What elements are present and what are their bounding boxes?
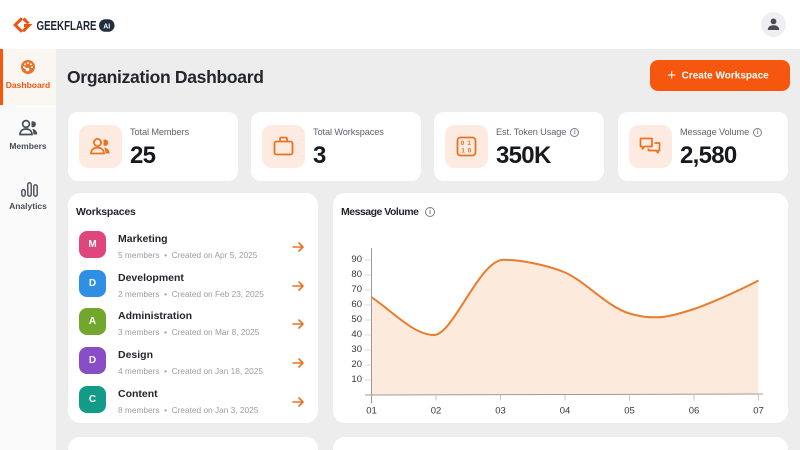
svg-text:50: 50 bbox=[351, 314, 362, 325]
svg-text:GEEKFLARE: GEEKFLARE bbox=[37, 18, 97, 33]
svg-text:1: 1 bbox=[467, 140, 471, 147]
svg-text:90: 90 bbox=[351, 254, 362, 265]
svg-text:80: 80 bbox=[351, 269, 362, 280]
svg-text:40: 40 bbox=[351, 329, 362, 340]
svg-text:60: 60 bbox=[351, 299, 362, 310]
svg-text:06: 06 bbox=[689, 406, 700, 417]
svg-text:70: 70 bbox=[351, 284, 362, 295]
svg-text:05: 05 bbox=[624, 406, 635, 417]
svg-text:0: 0 bbox=[461, 140, 465, 147]
svg-text:30: 30 bbox=[351, 344, 362, 355]
svg-text:AI: AI bbox=[103, 23, 110, 30]
svg-text:02: 02 bbox=[431, 406, 442, 417]
svg-text:04: 04 bbox=[560, 406, 571, 417]
svg-text:1: 1 bbox=[461, 148, 465, 155]
svg-text:07: 07 bbox=[753, 406, 764, 417]
svg-text:0: 0 bbox=[468, 148, 472, 155]
svg-text:03: 03 bbox=[495, 406, 506, 417]
svg-text:20: 20 bbox=[351, 359, 362, 370]
svg-text:10: 10 bbox=[351, 374, 362, 385]
svg-text:01: 01 bbox=[366, 406, 377, 417]
